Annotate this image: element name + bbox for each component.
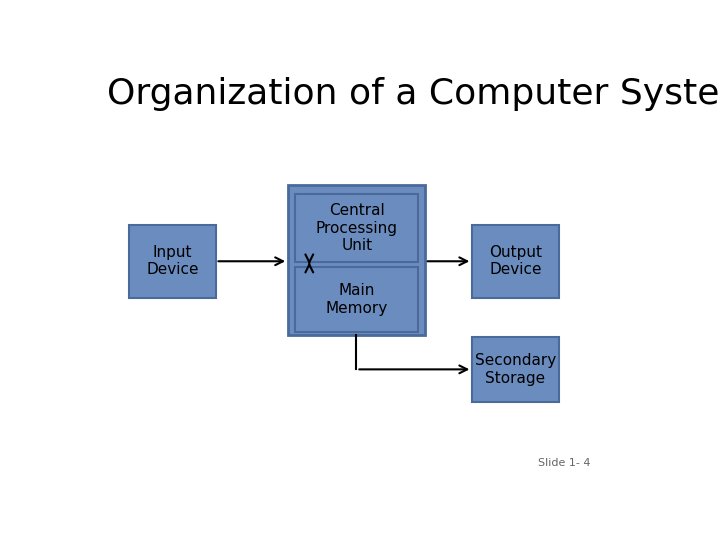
Bar — [472, 225, 559, 298]
Bar — [295, 267, 418, 332]
Bar — [288, 185, 425, 335]
Text: Secondary
Storage: Secondary Storage — [475, 353, 556, 386]
Text: Slide 1- 4: Slide 1- 4 — [538, 458, 590, 468]
Text: Input
Device: Input Device — [146, 245, 199, 278]
Bar — [129, 225, 215, 298]
Bar — [472, 337, 559, 402]
Text: Output
Device: Output Device — [489, 245, 542, 278]
Bar — [295, 194, 418, 262]
Text: Central
Processing
Unit: Central Processing Unit — [316, 203, 397, 253]
Text: Main
Memory: Main Memory — [325, 284, 388, 316]
Text: Organization of a Computer System: Organization of a Computer System — [107, 77, 720, 111]
